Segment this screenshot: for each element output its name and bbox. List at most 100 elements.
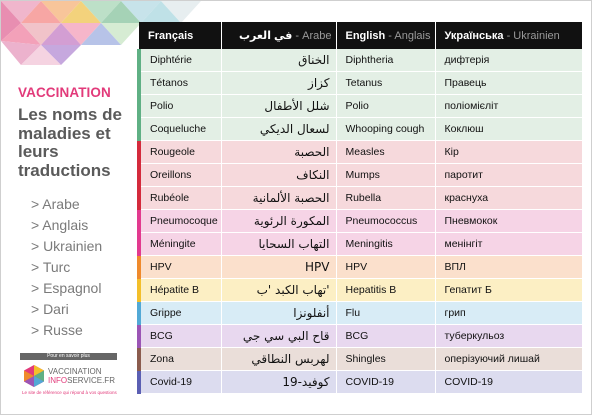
- table-row: Oreillons النكاف Mumps паротит: [137, 163, 582, 187]
- cell-ukrainian: краснуха: [435, 186, 582, 210]
- cell-ukrainian: COVID-19: [435, 370, 582, 394]
- sidebar: VACCINATION Les noms de maladies et leur…: [1, 1, 135, 414]
- header-ukrainian: Українська - Ukrainien: [435, 22, 582, 49]
- cell-french: Hépatite B: [137, 278, 222, 302]
- cell-ukrainian: Коклюш: [435, 117, 582, 141]
- language-item: > Turc: [31, 259, 71, 275]
- cell-arabic: المكورة الرئوية: [221, 209, 337, 233]
- table-body: Diphtérie الخناق Diphtheria дифтерія Tétanos…: [137, 49, 582, 394]
- cell-french: Méningite: [137, 232, 222, 256]
- cell-ukrainian: Правець: [435, 71, 582, 95]
- cell-ukrainian: паротит: [435, 163, 582, 187]
- poster-subtitle: Les noms de maladies et leurs traduction…: [18, 105, 122, 180]
- table-row: Coqueluche لسعال الديكي Whooping cough Кокл…: [137, 117, 582, 141]
- language-item: > Russe: [31, 322, 83, 338]
- cell-english: Shingles: [336, 347, 436, 371]
- cell-arabic: لسعال الديكي: [221, 117, 337, 141]
- logo-tagline: Le site de référence qui répond à vos qu…: [22, 390, 117, 395]
- decorative-mosaic: [1, 1, 201, 65]
- cell-ukrainian: ВПЛ: [435, 255, 582, 279]
- cell-arabic: 'تهاب الكبد 'ب: [221, 278, 337, 302]
- cell-english: Whooping cough: [336, 117, 436, 141]
- cell-arabic: النكاف: [221, 163, 337, 187]
- cell-french: Tétanos: [137, 71, 222, 95]
- cell-english: Tetanus: [336, 71, 436, 95]
- brand-title: VACCINATION: [18, 85, 111, 100]
- table-row: Hépatite B 'تهاب الكبد 'ب Hepatitis B Гепат…: [137, 278, 582, 302]
- cell-english: Diphtheria: [336, 49, 436, 72]
- header-english: English - Anglais: [336, 22, 436, 49]
- cell-arabic: كزاز: [221, 71, 337, 95]
- table-row: Rougeole الحصبة Measles Кір: [137, 140, 582, 164]
- cell-ukrainian: поліомієліт: [435, 94, 582, 118]
- logo-caption: Pour en savoir plus: [20, 353, 117, 360]
- language-item: > Espagnol: [31, 280, 102, 296]
- cell-ukrainian: Гепатит Б: [435, 278, 582, 302]
- table-row: Rubéole الحصبة الألمانية Rubella краснуха: [137, 186, 582, 210]
- cell-french: Zona: [137, 347, 222, 371]
- cell-french: HPV: [137, 255, 222, 279]
- cell-english: Measles: [336, 140, 436, 164]
- table-row: Grippe أنفلونزا Flu грип: [137, 301, 582, 325]
- cell-ukrainian: грип: [435, 301, 582, 325]
- cell-french: Grippe: [137, 301, 222, 325]
- language-item: > Anglais: [31, 217, 89, 233]
- table-row: HPV HPV HPV ВПЛ: [137, 255, 582, 279]
- cell-arabic: أنفلونزا: [221, 301, 337, 325]
- cell-arabic: HPV: [221, 255, 337, 279]
- cell-french: Pneumocoque: [137, 209, 222, 233]
- cell-ukrainian: оперізуючий лишай: [435, 347, 582, 371]
- cell-french: Rubéole: [137, 186, 222, 210]
- cell-arabic: قاح البي سي جي: [221, 324, 337, 348]
- table-row: Tétanos كزاز Tetanus Правець: [137, 71, 582, 95]
- header-arabic: في العرب - Arabe: [221, 22, 337, 49]
- table-row: Polio شلل الأطفال Polio поліомієліт: [137, 94, 582, 118]
- vaccination-info-service-logo: Pour en savoir plus VACCINATION INFOSERV…: [20, 353, 117, 403]
- cell-french: Coqueluche: [137, 117, 222, 141]
- logo-line2-info: INFO: [48, 376, 68, 385]
- disease-translation-table: Français في العرب - Arabe English - Angl…: [137, 22, 582, 394]
- table-row: Zona لهربس النطاقي Shingles оперізуючий лиш…: [137, 347, 582, 371]
- table-row: Diphtérie الخناق Diphtheria дифтерія: [137, 49, 582, 72]
- cell-french: Diphtérie: [137, 49, 222, 72]
- cell-arabic: الحصبة الألمانية: [221, 186, 337, 210]
- cell-french: Oreillons: [137, 163, 222, 187]
- header-french: Français: [139, 22, 222, 49]
- cell-english: Pneumococcus: [336, 209, 436, 233]
- cell-ukrainian: туберкульоз: [435, 324, 582, 348]
- cell-french: Rougeole: [137, 140, 222, 164]
- logo-line1: VACCINATION: [48, 367, 102, 376]
- language-list: > Arabe > Anglais > Ukrainien > Turc > E…: [31, 194, 102, 341]
- hexagon-logo-icon: [24, 365, 44, 387]
- cell-english: Hepatitis B: [336, 278, 436, 302]
- cell-ukrainian: менінгіт: [435, 232, 582, 256]
- cell-english: Rubella: [336, 186, 436, 210]
- table-row: BCG قاح البي سي جي BCG туберкульоз: [137, 324, 582, 348]
- logo-line2-service: SERVICE.FR: [67, 376, 115, 385]
- cell-english: Flu: [336, 301, 436, 325]
- cell-french: BCG: [137, 324, 222, 348]
- cell-english: BCG: [336, 324, 436, 348]
- cell-english: COVID-19: [336, 370, 436, 394]
- table-row: Pneumocoque المكورة الرئوية Pneumococcus Пн…: [137, 209, 582, 233]
- language-item: > Dari: [31, 301, 69, 317]
- cell-arabic: كوفيد-19: [221, 370, 337, 394]
- language-item: > Arabe: [31, 196, 80, 212]
- cell-french: Polio: [137, 94, 222, 118]
- cell-arabic: التهاب السحايا: [221, 232, 337, 256]
- table-header-row: Français في العرب - Arabe English - Angl…: [139, 22, 582, 49]
- cell-ukrainian: дифтерія: [435, 49, 582, 72]
- cell-ukrainian: Пневмокок: [435, 209, 582, 233]
- cell-arabic: الحصبة: [221, 140, 337, 164]
- cell-english: Meningitis: [336, 232, 436, 256]
- table-row: Covid-19 كوفيد-19 COVID-19 COVID-19: [137, 370, 582, 394]
- cell-english: HPV: [336, 255, 436, 279]
- logo-wordmark: VACCINATION INFOSERVICE.FR: [48, 367, 115, 385]
- cell-english: Mumps: [336, 163, 436, 187]
- cell-ukrainian: Кір: [435, 140, 582, 164]
- cell-arabic: شلل الأطفال: [221, 94, 337, 118]
- table-row: Méningite التهاب السحايا Meningitis менінгі…: [137, 232, 582, 256]
- cell-french: Covid-19: [137, 370, 222, 394]
- cell-english: Polio: [336, 94, 436, 118]
